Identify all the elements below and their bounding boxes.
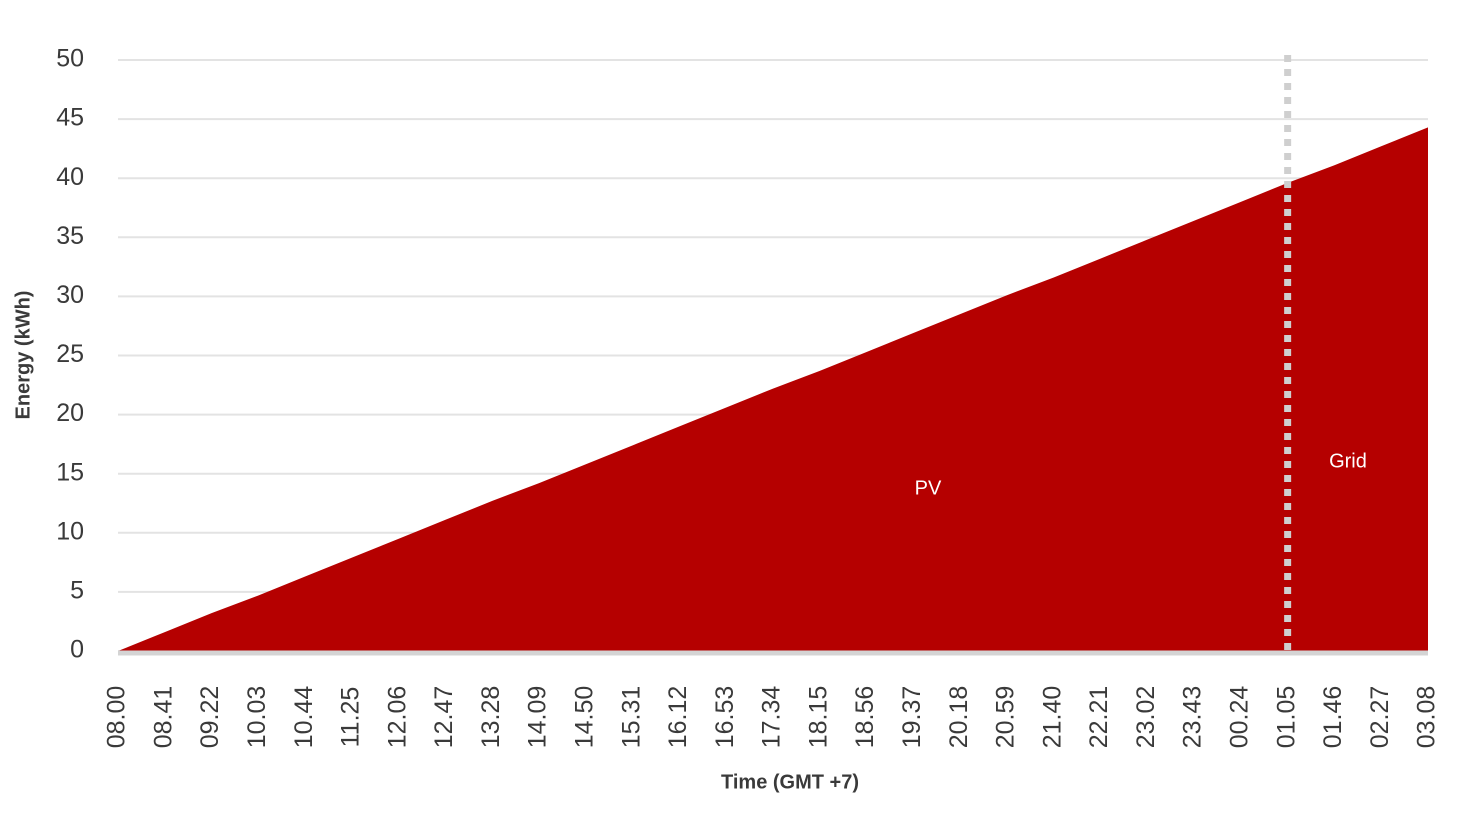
x-tick-label: 09.22 [196, 686, 224, 749]
y-tick-label: 20 [56, 399, 84, 427]
y-tick-label: 40 [56, 163, 84, 191]
x-tick-label: 10.03 [243, 686, 271, 749]
x-tick-label: 23.43 [1179, 686, 1207, 749]
x-tick-label: 12.47 [430, 686, 458, 749]
y-tick-label: 35 [56, 222, 84, 250]
x-tick-label: 14.09 [524, 686, 552, 749]
y-tick-label: 45 [56, 104, 84, 132]
x-tick-label: 17.34 [758, 686, 786, 749]
y-tick-label: 15 [56, 458, 84, 486]
x-tick-label: 19.37 [898, 686, 926, 749]
x-tick-label: 14.50 [570, 686, 598, 749]
y-tick-label: 50 [56, 45, 84, 73]
y-axis-label: Energy (kWh) [12, 291, 34, 420]
x-axis-label: Time (GMT +7) [721, 771, 859, 793]
annotation: Grid [1329, 450, 1367, 472]
x-tick-label: 21.40 [1038, 686, 1066, 749]
x-tick-label: 20.59 [992, 686, 1020, 749]
x-tick-label: 08.41 [149, 686, 177, 749]
x-tick-label: 13.28 [477, 686, 505, 749]
x-tick-label: 02.27 [1366, 686, 1394, 749]
x-tick-label: 16.12 [664, 686, 692, 749]
x-tick-label: 18.56 [851, 686, 879, 749]
x-tick-label: 12.06 [383, 686, 411, 749]
x-tick-label: 00.24 [1225, 686, 1253, 749]
x-tick-label: 22.21 [1085, 686, 1113, 749]
y-tick-label: 0 [70, 636, 84, 664]
y-tick-label: 30 [56, 281, 84, 309]
x-tick-label: 11.25 [337, 687, 365, 748]
area [118, 127, 1428, 651]
x-tick-label: 01.05 [1272, 686, 1300, 749]
x-tick-label: 23.02 [1132, 686, 1160, 749]
x-tick-label: 10.44 [290, 686, 318, 749]
y-tick-label: 25 [56, 340, 84, 368]
x-tick-label: 08.00 [103, 686, 131, 749]
x-tick-label: 20.18 [945, 686, 973, 749]
y-tick-label: 10 [56, 517, 84, 545]
x-tick-label: 18.15 [804, 686, 832, 749]
y-tick-label: 5 [70, 577, 84, 605]
x-tick-label: 03.08 [1413, 686, 1441, 749]
x-tick-label: 01.46 [1319, 686, 1347, 749]
x-tick-label: 15.31 [617, 686, 645, 749]
annotation: PV [915, 477, 942, 499]
x-tick-label: 16.53 [711, 686, 739, 749]
